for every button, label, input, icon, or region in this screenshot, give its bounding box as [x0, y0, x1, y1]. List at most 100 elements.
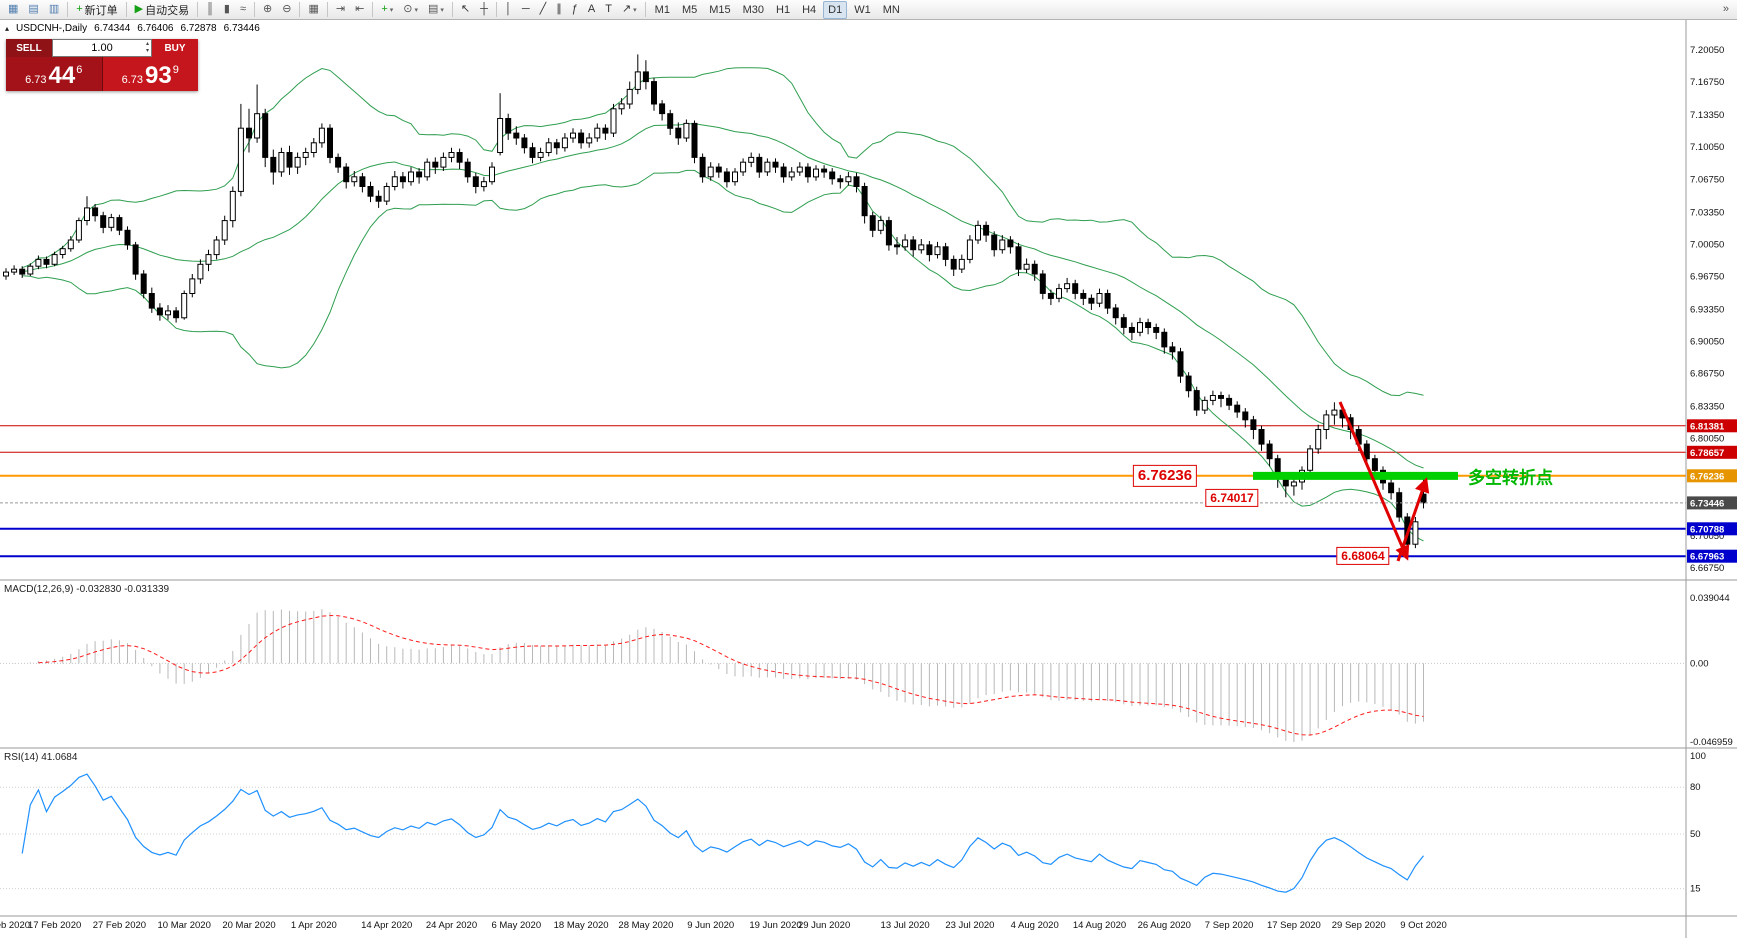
market-watch-icon-glyph: ▥	[48, 3, 60, 15]
arrows-button[interactable]: ↗ ▾	[618, 1, 641, 19]
arrows-button-dropdown-icon[interactable]: ▾	[633, 6, 637, 14]
profiles-icon[interactable]: ▤	[24, 1, 42, 19]
rsi-pane[interactable]: 100 80 50 15	[0, 751, 1706, 895]
templates-button-glyph: ▤	[428, 3, 439, 15]
tf-m30[interactable]: M30	[738, 1, 769, 19]
chart-line-icon[interactable]: ≈	[236, 1, 250, 19]
chart-candles-icon[interactable]: ▮	[220, 1, 234, 19]
templates-button[interactable]: ▤ ▾	[424, 1, 448, 19]
indicators-button-dropdown-icon[interactable]: ▾	[389, 6, 394, 14]
channel-icon[interactable]: ∥	[552, 1, 566, 19]
crosshair-icon[interactable]: ┼	[476, 1, 492, 19]
tf-m5-label: M5	[681, 3, 698, 16]
tf-w1-label: W1	[854, 3, 871, 16]
tf-d1[interactable]: D1	[823, 0, 848, 19]
tf-h4[interactable]: H4	[797, 1, 821, 19]
chart-shift-icon[interactable]: ⇤	[351, 1, 368, 19]
macd-pane[interactable]: 0.039044 0.00 -0.046959	[0, 593, 1733, 748]
label-icon[interactable]: T	[601, 1, 616, 19]
ohlc-high: 6.76406	[137, 23, 174, 34]
svg-text:13 Jul 2020: 13 Jul 2020	[881, 920, 930, 931]
price-tag	[1687, 549, 1737, 563]
price-annotation-box[interactable]: 6.68064	[1336, 546, 1390, 566]
svg-text:24 Apr 2020: 24 Apr 2020	[426, 920, 477, 931]
price-tag	[1687, 496, 1737, 510]
fibonacci-icon[interactable]: ƒ	[568, 1, 582, 19]
chart-bars-icon[interactable]: ║	[202, 1, 218, 19]
new-chart-icon[interactable]: ▦	[4, 1, 22, 19]
price-chart-canvas[interactable]: 7.20050 7.16750 7.13350 7.10050 7.06750 7.033…	[0, 20, 1737, 938]
sell-button[interactable]: SELL	[6, 39, 52, 57]
indicators-button-glyph: +	[381, 3, 388, 15]
svg-text:7.00050: 7.00050	[1690, 239, 1724, 250]
svg-text:6.96750: 6.96750	[1690, 271, 1724, 282]
svg-text:6.80050: 6.80050	[1690, 434, 1724, 445]
trendline-icon-glyph: ╱	[539, 3, 547, 15]
buy-price[interactable]: 6.73 93 9	[102, 57, 198, 91]
chart-ohlc-line: ▴ USDCNH-,Daily 6.74344 6.76406 6.72878 …	[5, 23, 260, 34]
cursor-icon[interactable]: ↖	[457, 1, 474, 19]
ohlc-low: 6.72878	[180, 23, 217, 34]
fibonacci-icon-glyph: ƒ	[571, 3, 578, 15]
chart-line-icon-glyph: ≈	[239, 3, 247, 15]
svg-text:50: 50	[1690, 829, 1701, 840]
templates-button-dropdown-icon[interactable]: ▾	[440, 6, 444, 14]
toolbar-separator	[644, 2, 646, 17]
macd-indicator-label: MACD(12,26,9) -0.032830 -0.031339	[4, 584, 170, 595]
turning-point-label[interactable]: 多空转折点	[1468, 468, 1553, 488]
rsi-line	[21, 773, 1424, 893]
autotrading-button[interactable]: ▶ 自动交易	[131, 1, 193, 19]
svg-text:19 Jun 2020: 19 Jun 2020	[749, 920, 801, 931]
price-annotation-box[interactable]: 6.76236	[1132, 464, 1198, 488]
chart-symbol-period: USDCNH-,Daily	[16, 23, 88, 34]
tf-m1[interactable]: M1	[650, 1, 675, 19]
tf-m5[interactable]: M5	[677, 1, 702, 19]
tf-m15[interactable]: M15	[704, 1, 735, 19]
price-tag	[1687, 419, 1737, 433]
volume-input[interactable]: 1.00 ▴ ▾	[52, 39, 152, 57]
svg-text:6.90050: 6.90050	[1690, 337, 1724, 348]
trendline-icon[interactable]: ╱	[536, 1, 551, 19]
main-price-pane[interactable]	[0, 54, 1686, 558]
text-icon[interactable]: A	[584, 1, 599, 19]
svg-text:7.10050: 7.10050	[1690, 142, 1724, 153]
periods-button-dropdown-icon[interactable]: ▾	[414, 6, 418, 14]
price-tag	[1687, 469, 1737, 483]
tf-w1[interactable]: W1	[849, 1, 876, 19]
vertical-line-icon[interactable]: │	[501, 1, 516, 19]
zoom-in-icon[interactable]: ⊕	[259, 1, 276, 19]
market-watch-icon[interactable]: ▥	[45, 1, 63, 19]
trade-panel-collapse-icon[interactable]: ▴	[5, 24, 10, 33]
volume-up-icon[interactable]: ▴	[145, 41, 149, 47]
price-annotation-box[interactable]: 6.74017	[1205, 488, 1259, 508]
toolbar-separator	[372, 2, 374, 17]
toolbar-group: ▦ ▤ ▥	[3, 1, 64, 19]
svg-text:6.73446: 6.73446	[1690, 498, 1724, 509]
arrows-button-glyph: ↗	[621, 3, 632, 15]
toolbar-group: + ▾ ⊙ ▾ ▤ ▾	[376, 1, 449, 19]
toolbar-group: ⊕ ⊖	[258, 1, 296, 19]
tf-h4-label: H4	[802, 3, 817, 16]
svg-text:17 Feb 2020: 17 Feb 2020	[28, 920, 81, 931]
volume-down-icon[interactable]: ▾	[145, 48, 149, 54]
auto-scroll-icon[interactable]: ⇥	[332, 1, 349, 19]
chart-shift-icon-glyph: ⇤	[355, 3, 365, 15]
toolbar-overflow-icon[interactable]: »	[1719, 1, 1733, 19]
volume-spinner[interactable]: ▴ ▾	[146, 41, 149, 55]
down-trend-arrow[interactable]	[1338, 401, 1410, 561]
svg-text:20 Mar 2020: 20 Mar 2020	[222, 920, 275, 931]
toolbar-group: + 新订单	[71, 1, 122, 19]
periods-button[interactable]: ⊙ ▾	[399, 1, 422, 19]
horizontal-line-icon[interactable]: ─	[518, 1, 534, 19]
tile-windows-icon[interactable]: ▦	[304, 1, 322, 19]
buy-button[interactable]: BUY	[152, 39, 198, 57]
toolbar-group: │ ─ ╱ ∥ ƒ A T ↗ ▾	[500, 1, 642, 19]
new-order-button[interactable]: + 新订单	[72, 1, 121, 19]
tf-mn[interactable]: MN	[878, 1, 905, 19]
tf-h1[interactable]: H1	[771, 1, 795, 19]
sell-price[interactable]: 6.73 44 6	[6, 57, 103, 91]
zoom-out-icon[interactable]: ⊖	[278, 1, 295, 19]
up-trend-arrow[interactable]	[1396, 477, 1430, 562]
chart-area: 7.20050 7.16750 7.13350 7.10050 7.06750 7.033…	[0, 20, 1737, 938]
indicators-button[interactable]: + ▾	[377, 1, 397, 19]
